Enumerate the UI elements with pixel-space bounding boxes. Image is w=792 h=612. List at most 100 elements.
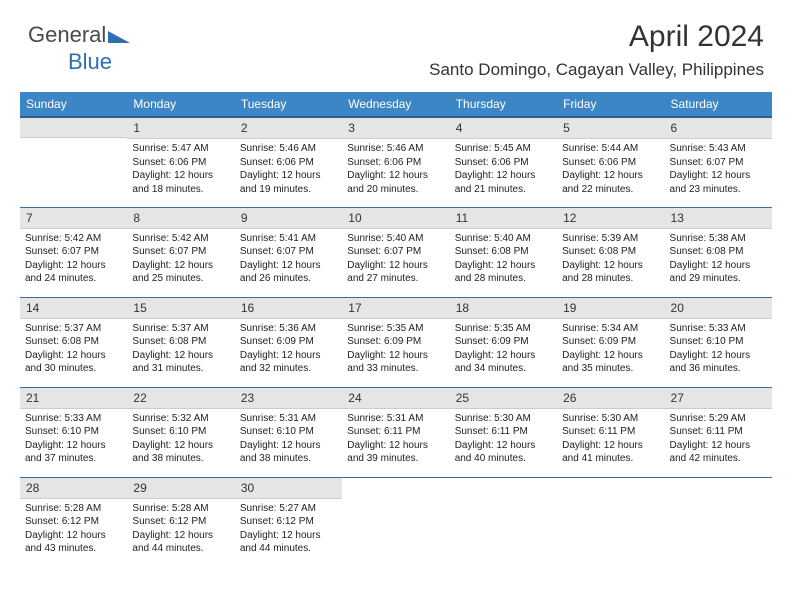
sunset-text: Sunset: 6:10 PM	[25, 425, 122, 439]
daylight-text-2: and 19 minutes.	[240, 183, 337, 197]
daylight-text-2: and 30 minutes.	[25, 362, 122, 376]
sunrise-text: Sunrise: 5:37 AM	[132, 322, 229, 336]
calendar-cell	[342, 477, 449, 567]
sunrise-text: Sunrise: 5:27 AM	[240, 502, 337, 516]
day-number: 1	[127, 118, 234, 139]
daylight-text-2: and 37 minutes.	[25, 452, 122, 466]
daylight-text-1: Daylight: 12 hours	[132, 259, 229, 273]
sunset-text: Sunset: 6:06 PM	[455, 156, 552, 170]
sunset-text: Sunset: 6:09 PM	[240, 335, 337, 349]
sunset-text: Sunset: 6:11 PM	[455, 425, 552, 439]
page-subtitle: Santo Domingo, Cagayan Valley, Philippin…	[429, 60, 764, 80]
calendar-cell: 1Sunrise: 5:47 AMSunset: 6:06 PMDaylight…	[127, 117, 234, 207]
daylight-text-1: Daylight: 12 hours	[25, 529, 122, 543]
day-number: 17	[342, 298, 449, 319]
day-details: Sunrise: 5:31 AMSunset: 6:11 PMDaylight:…	[342, 409, 449, 470]
day-details: Sunrise: 5:35 AMSunset: 6:09 PMDaylight:…	[450, 319, 557, 380]
daylight-text-1: Daylight: 12 hours	[347, 439, 444, 453]
sunset-text: Sunset: 6:12 PM	[132, 515, 229, 529]
weekday-header: Tuesday	[235, 92, 342, 117]
calendar-cell: 27Sunrise: 5:29 AMSunset: 6:11 PMDayligh…	[665, 387, 772, 477]
sunset-text: Sunset: 6:12 PM	[25, 515, 122, 529]
day-number: 28	[20, 478, 127, 499]
daylight-text-1: Daylight: 12 hours	[132, 349, 229, 363]
sunrise-text: Sunrise: 5:33 AM	[25, 412, 122, 426]
day-number: 24	[342, 388, 449, 409]
daylight-text-2: and 44 minutes.	[240, 542, 337, 556]
sunrise-text: Sunrise: 5:30 AM	[455, 412, 552, 426]
day-number: 30	[235, 478, 342, 499]
daylight-text-2: and 26 minutes.	[240, 272, 337, 286]
weekday-header: Thursday	[450, 92, 557, 117]
calendar-cell: 30Sunrise: 5:27 AMSunset: 6:12 PMDayligh…	[235, 477, 342, 567]
sunrise-text: Sunrise: 5:42 AM	[25, 232, 122, 246]
daylight-text-2: and 25 minutes.	[132, 272, 229, 286]
daylight-text-2: and 41 minutes.	[562, 452, 659, 466]
sunrise-text: Sunrise: 5:44 AM	[562, 142, 659, 156]
sunset-text: Sunset: 6:07 PM	[670, 156, 767, 170]
sunrise-text: Sunrise: 5:34 AM	[562, 322, 659, 336]
daylight-text-1: Daylight: 12 hours	[670, 349, 767, 363]
sunrise-text: Sunrise: 5:36 AM	[240, 322, 337, 336]
daylight-text-1: Daylight: 12 hours	[240, 529, 337, 543]
daylight-text-2: and 18 minutes.	[132, 183, 229, 197]
day-number: 12	[557, 208, 664, 229]
daylight-text-2: and 28 minutes.	[562, 272, 659, 286]
sunset-text: Sunset: 6:07 PM	[347, 245, 444, 259]
day-details: Sunrise: 5:30 AMSunset: 6:11 PMDaylight:…	[450, 409, 557, 470]
sunset-text: Sunset: 6:11 PM	[347, 425, 444, 439]
daylight-text-2: and 35 minutes.	[562, 362, 659, 376]
sunrise-text: Sunrise: 5:42 AM	[132, 232, 229, 246]
day-number: 22	[127, 388, 234, 409]
sunrise-text: Sunrise: 5:40 AM	[347, 232, 444, 246]
daylight-text-1: Daylight: 12 hours	[347, 259, 444, 273]
day-details: Sunrise: 5:46 AMSunset: 6:06 PMDaylight:…	[235, 139, 342, 200]
sunrise-text: Sunrise: 5:40 AM	[455, 232, 552, 246]
sunrise-text: Sunrise: 5:43 AM	[670, 142, 767, 156]
sunrise-text: Sunrise: 5:39 AM	[562, 232, 659, 246]
calendar-cell: 6Sunrise: 5:43 AMSunset: 6:07 PMDaylight…	[665, 117, 772, 207]
sunset-text: Sunset: 6:09 PM	[455, 335, 552, 349]
sunset-text: Sunset: 6:08 PM	[562, 245, 659, 259]
page-title: April 2024	[629, 20, 764, 54]
sunrise-text: Sunrise: 5:35 AM	[347, 322, 444, 336]
daylight-text-1: Daylight: 12 hours	[455, 259, 552, 273]
calendar-cell	[450, 477, 557, 567]
weekday-header: Monday	[127, 92, 234, 117]
calendar-table: Sunday Monday Tuesday Wednesday Thursday…	[20, 92, 772, 567]
day-details: Sunrise: 5:47 AMSunset: 6:06 PMDaylight:…	[127, 139, 234, 200]
day-number: 26	[557, 388, 664, 409]
day-details: Sunrise: 5:27 AMSunset: 6:12 PMDaylight:…	[235, 499, 342, 560]
day-details: Sunrise: 5:42 AMSunset: 6:07 PMDaylight:…	[127, 229, 234, 290]
sunrise-text: Sunrise: 5:29 AM	[670, 412, 767, 426]
daylight-text-2: and 21 minutes.	[455, 183, 552, 197]
calendar-row: 1Sunrise: 5:47 AMSunset: 6:06 PMDaylight…	[20, 117, 772, 207]
sunset-text: Sunset: 6:09 PM	[347, 335, 444, 349]
calendar-cell: 24Sunrise: 5:31 AMSunset: 6:11 PMDayligh…	[342, 387, 449, 477]
day-details: Sunrise: 5:43 AMSunset: 6:07 PMDaylight:…	[665, 139, 772, 200]
daylight-text-1: Daylight: 12 hours	[455, 169, 552, 183]
calendar-cell: 28Sunrise: 5:28 AMSunset: 6:12 PMDayligh…	[20, 477, 127, 567]
day-number: 16	[235, 298, 342, 319]
daylight-text-2: and 33 minutes.	[347, 362, 444, 376]
calendar-row: 28Sunrise: 5:28 AMSunset: 6:12 PMDayligh…	[20, 477, 772, 567]
sunrise-text: Sunrise: 5:35 AM	[455, 322, 552, 336]
weekday-header-row: Sunday Monday Tuesday Wednesday Thursday…	[20, 92, 772, 117]
day-number: 23	[235, 388, 342, 409]
daylight-text-1: Daylight: 12 hours	[455, 349, 552, 363]
daylight-text-1: Daylight: 12 hours	[562, 169, 659, 183]
daylight-text-1: Daylight: 12 hours	[132, 169, 229, 183]
sunset-text: Sunset: 6:11 PM	[670, 425, 767, 439]
day-number	[20, 118, 127, 138]
sunrise-text: Sunrise: 5:38 AM	[670, 232, 767, 246]
daylight-text-2: and 31 minutes.	[132, 362, 229, 376]
day-number: 3	[342, 118, 449, 139]
sunrise-text: Sunrise: 5:31 AM	[347, 412, 444, 426]
day-details: Sunrise: 5:42 AMSunset: 6:07 PMDaylight:…	[20, 229, 127, 290]
calendar-cell: 12Sunrise: 5:39 AMSunset: 6:08 PMDayligh…	[557, 207, 664, 297]
calendar-cell	[20, 117, 127, 207]
day-number: 4	[450, 118, 557, 139]
sunset-text: Sunset: 6:08 PM	[25, 335, 122, 349]
day-details: Sunrise: 5:46 AMSunset: 6:06 PMDaylight:…	[342, 139, 449, 200]
sunrise-text: Sunrise: 5:45 AM	[455, 142, 552, 156]
